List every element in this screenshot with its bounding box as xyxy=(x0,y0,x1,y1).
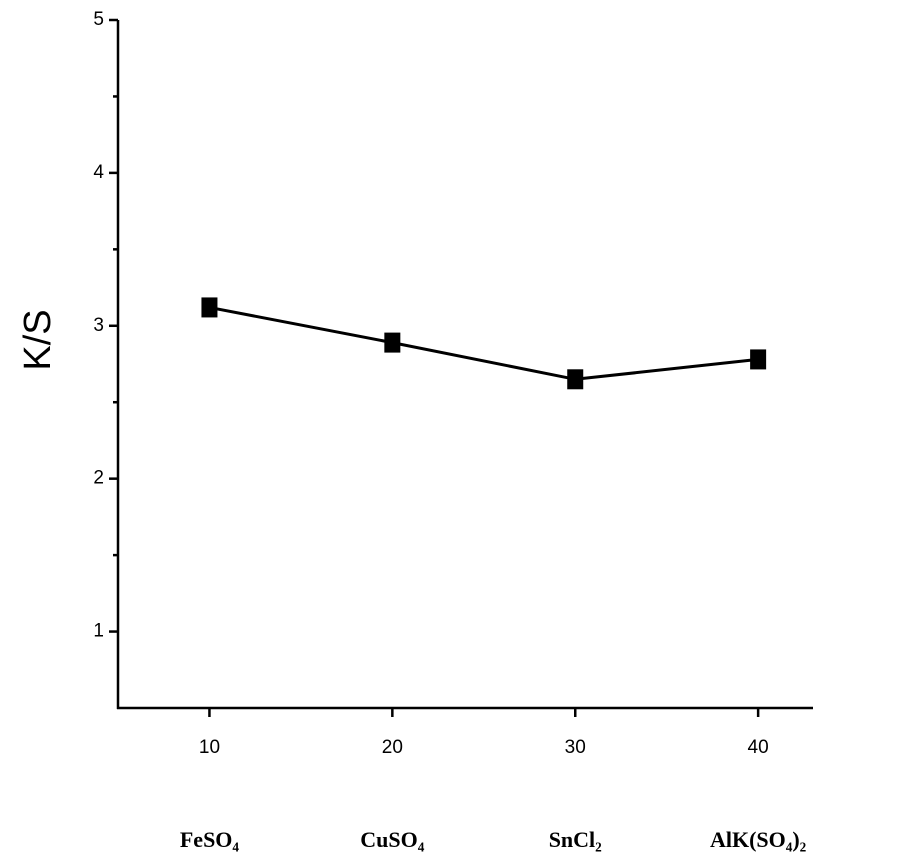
y-axis-label: K/S xyxy=(17,309,59,370)
x-tick-label: 30 xyxy=(565,737,586,758)
y-tick-label: 1 xyxy=(93,621,104,642)
x-tick-label: 10 xyxy=(199,737,220,758)
y-tick-label: 2 xyxy=(93,468,104,489)
y-tick-label: 3 xyxy=(93,315,104,336)
category-label: SnCl₂ xyxy=(549,827,602,852)
category-label: CuSO₄ xyxy=(360,827,424,852)
x-tick-label: 20 xyxy=(382,737,403,758)
y-tick-label: 5 xyxy=(93,9,104,30)
marker xyxy=(384,332,401,353)
marker xyxy=(750,349,767,370)
line xyxy=(209,305,759,381)
marker xyxy=(567,369,584,390)
marker xyxy=(201,297,218,318)
category-label: FeSO₄ xyxy=(180,827,240,852)
category-label: AlK(SO₄)₂ xyxy=(710,827,807,852)
y-tick-label: 4 xyxy=(93,162,104,183)
x-tick-label: 40 xyxy=(748,737,769,758)
